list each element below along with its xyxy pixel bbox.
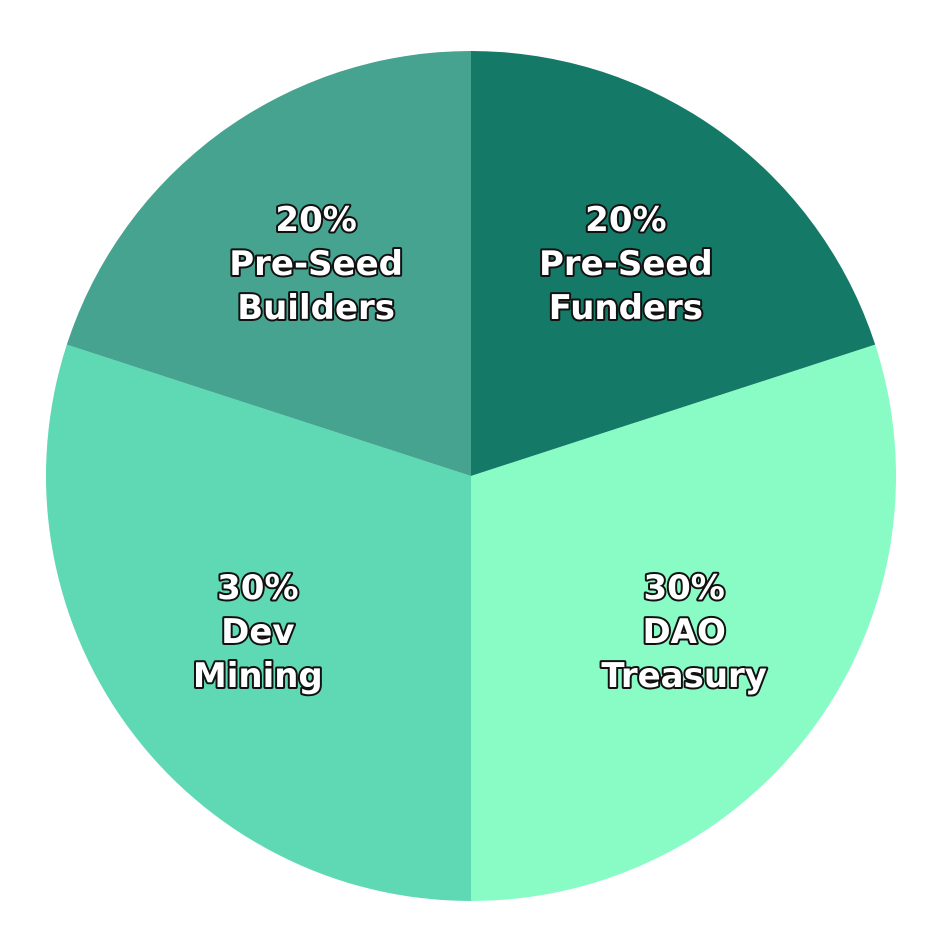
slice-name-label-0-1: Funders [549,288,703,328]
slice-name-label-1-1: Treasury [601,656,767,696]
slice-name-label-1-0: DAO [642,612,725,652]
pie-slice-3 [66,51,472,476]
slice-percent-label-1: 30% [643,568,724,608]
pie-slices [46,51,896,901]
slice-name-label-3-1: Builders [237,288,395,328]
slice-name-label-2-0: Dev [221,612,294,652]
slice-percent-label-3: 20% [275,200,356,240]
slice-name-label-3-0: Pre-Seed [229,244,403,284]
pie-slice-1 [471,344,896,901]
pie-slice-0 [471,51,876,476]
slice-name-label-2-1: Mining [193,656,323,696]
slice-percent-label-2: 30% [217,568,298,608]
pie-slice-2 [46,344,472,901]
pie-labels: 20%Pre-SeedFunders30%DAOTreasury30%DevMi… [191,198,769,698]
slice-name-label-0-0: Pre-Seed [539,244,713,284]
slice-percent-label-0: 20% [585,200,666,240]
